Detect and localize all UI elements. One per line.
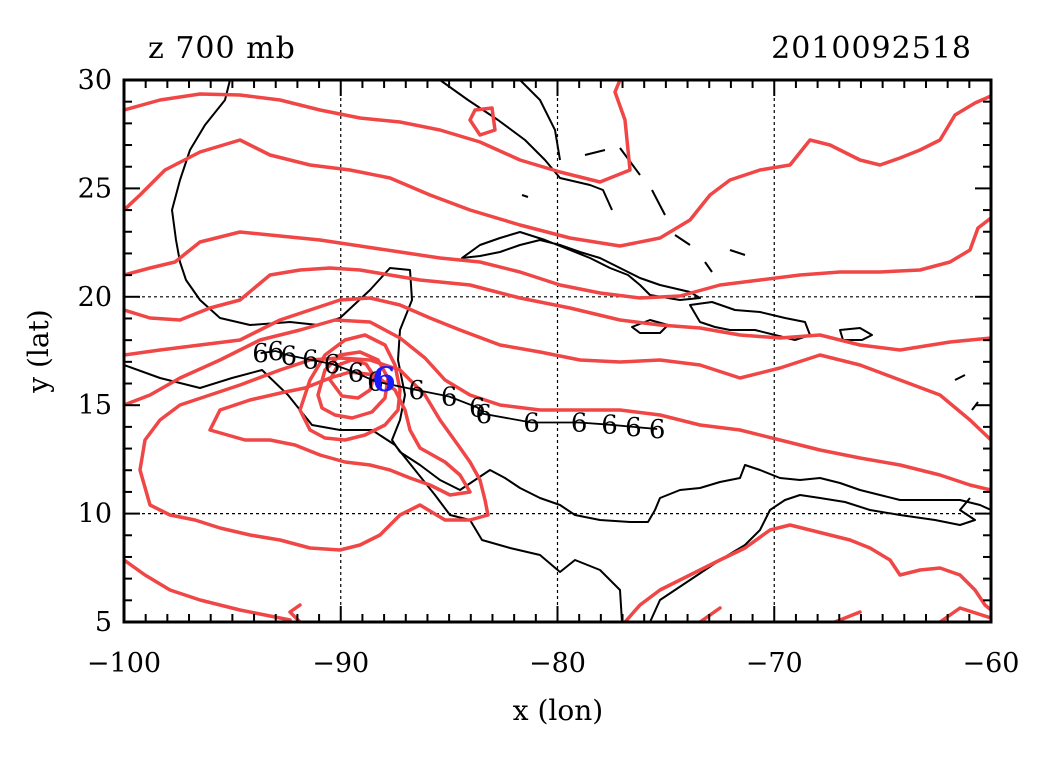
y-tick-label: 30 bbox=[78, 65, 112, 96]
contour-south-2 bbox=[623, 523, 991, 622]
contour-low-outer bbox=[138, 356, 490, 552]
storm-symbol: 6 bbox=[280, 341, 297, 371]
coast-yucatan bbox=[171, 80, 413, 453]
contour-low-3 bbox=[298, 333, 402, 442]
contour-low-4 bbox=[316, 350, 390, 420]
coast-bahamas bbox=[521, 147, 746, 273]
coast-florida bbox=[439, 80, 613, 211]
x-tick-label: −100 bbox=[87, 648, 161, 679]
field-label: z 700 mb bbox=[148, 31, 296, 66]
storm-symbol: 6 bbox=[476, 400, 493, 430]
storm-symbol: 6 bbox=[408, 376, 425, 406]
contour-1 bbox=[124, 80, 632, 184]
storm-symbol: 6 bbox=[601, 411, 618, 441]
contour-3 bbox=[124, 216, 991, 300]
storm-symbol: 6 bbox=[324, 350, 341, 380]
y-tick-label: 20 bbox=[78, 282, 112, 313]
contour-6 bbox=[124, 318, 991, 492]
contour-4 bbox=[124, 266, 991, 352]
storm-symbol: 6 bbox=[523, 409, 540, 439]
coast-jamaica bbox=[631, 319, 669, 334]
storm-track-line bbox=[260, 350, 658, 430]
coast-lesser-antilles bbox=[954, 374, 979, 411]
contour-west-low bbox=[124, 558, 292, 622]
x-tick-label: −60 bbox=[963, 648, 1020, 679]
storm-symbol: 6 bbox=[469, 393, 486, 423]
coast-cuba bbox=[461, 231, 701, 301]
storm-symbol: 6 bbox=[441, 383, 458, 413]
storm-symbol: 6 bbox=[302, 346, 319, 376]
y-tick-label: 15 bbox=[78, 390, 112, 421]
x-tick-label: −80 bbox=[529, 648, 586, 679]
contour-1b bbox=[468, 106, 497, 137]
x-tick-labels: −100 −90 −80 −70 −60 bbox=[87, 648, 1020, 679]
height-contours bbox=[124, 80, 991, 622]
y-axis-label: y (lat) bbox=[22, 309, 55, 393]
coast-mexico-gulf bbox=[124, 364, 623, 622]
storm-symbol: 6 bbox=[252, 339, 269, 369]
storm-symbol: 6 bbox=[348, 359, 365, 389]
contour-low-5 bbox=[328, 358, 376, 400]
coast-south-america bbox=[649, 494, 976, 622]
coast-central-america bbox=[399, 451, 991, 523]
datetime-label: 2010092518 bbox=[771, 31, 972, 66]
x-tick-label: −70 bbox=[746, 648, 803, 679]
x-axis-label: x (lon) bbox=[513, 694, 603, 727]
y-tick-label: 5 bbox=[95, 607, 112, 638]
storm-symbol: 6 bbox=[367, 367, 384, 397]
storm-symbol: 6 bbox=[267, 337, 284, 367]
axis-ticks bbox=[123, 79, 992, 623]
contour-south-1 bbox=[288, 603, 991, 622]
x-tick-label: −90 bbox=[312, 648, 369, 679]
y-tick-label: 25 bbox=[78, 173, 112, 204]
coast-puerto-rico bbox=[839, 327, 873, 341]
y-tick-labels: 5 10 15 20 25 30 bbox=[78, 65, 112, 638]
y-tick-label: 10 bbox=[78, 499, 112, 530]
storm-symbol: 6 bbox=[625, 413, 642, 443]
storm-symbol: 6 bbox=[571, 409, 588, 439]
contour-5 bbox=[124, 296, 991, 442]
contour-2 bbox=[124, 94, 991, 248]
coast-florida-east bbox=[519, 80, 561, 161]
storm-current-position: 6 bbox=[372, 360, 396, 400]
storm-symbol: 6 bbox=[649, 415, 666, 445]
